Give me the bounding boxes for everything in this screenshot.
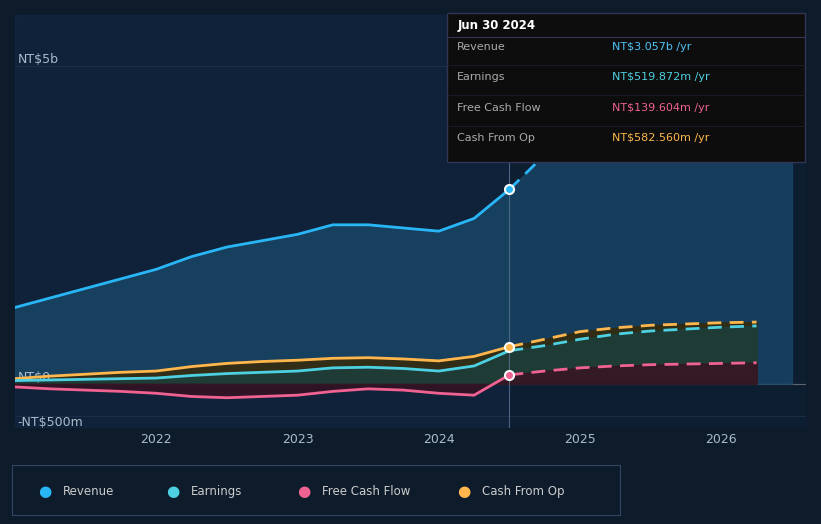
Text: Earnings: Earnings	[190, 485, 242, 498]
Text: Cash From Op: Cash From Op	[457, 133, 535, 143]
Text: NT$0: NT$0	[18, 371, 51, 384]
Text: ●: ●	[297, 484, 310, 499]
Text: ●: ●	[166, 484, 179, 499]
Text: NT$519.872m /yr: NT$519.872m /yr	[612, 72, 709, 82]
Text: Jun 30 2024: Jun 30 2024	[457, 19, 535, 32]
Text: Cash From Op: Cash From Op	[482, 485, 564, 498]
Text: Earnings: Earnings	[457, 72, 506, 82]
Text: Free Cash Flow: Free Cash Flow	[322, 485, 410, 498]
Text: Revenue: Revenue	[457, 42, 506, 52]
Text: ●: ●	[39, 484, 52, 499]
Text: -NT$500m: -NT$500m	[18, 416, 84, 429]
Bar	[15, 15, 509, 428]
Bar	[509, 15, 806, 428]
Text: NT$582.560m /yr: NT$582.560m /yr	[612, 133, 709, 143]
Text: Past: Past	[476, 37, 502, 50]
Text: Revenue: Revenue	[63, 485, 115, 498]
Text: ●: ●	[457, 484, 470, 499]
Text: NT$3.057b /yr: NT$3.057b /yr	[612, 42, 691, 52]
Text: Free Cash Flow: Free Cash Flow	[457, 103, 541, 113]
Text: Analysts Forecasts: Analysts Forecasts	[516, 37, 633, 50]
Text: NT$5b: NT$5b	[18, 53, 59, 66]
Text: NT$139.604m /yr: NT$139.604m /yr	[612, 103, 709, 113]
